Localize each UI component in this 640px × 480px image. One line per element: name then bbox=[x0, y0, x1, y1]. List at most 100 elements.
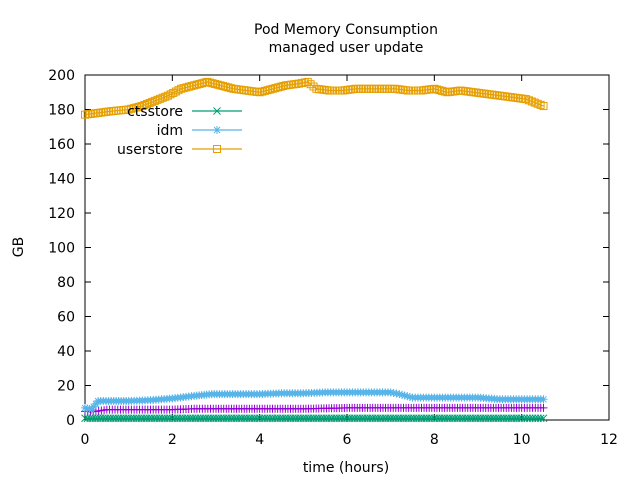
data-point-userstore bbox=[539, 102, 548, 111]
legend-marker-userstore bbox=[213, 145, 221, 153]
data-point-userstore bbox=[161, 92, 170, 101]
data-point-userstore bbox=[271, 84, 280, 93]
data-point-userstore bbox=[530, 98, 539, 107]
data-point-idm bbox=[539, 395, 548, 404]
data-point-ctsstore bbox=[531, 414, 540, 423]
data-point-userstore bbox=[187, 82, 196, 91]
data-point-userstore bbox=[135, 102, 144, 111]
data-point-userstore bbox=[524, 96, 533, 105]
data-point-userstore bbox=[435, 86, 444, 95]
legend: ctsstore idm userstore bbox=[117, 104, 242, 158]
data-point-userstore bbox=[279, 82, 288, 91]
data-point-userstore bbox=[171, 87, 180, 96]
data-point-ctsstore bbox=[539, 414, 548, 423]
data-point-idm bbox=[403, 392, 412, 401]
data-point-idm bbox=[81, 403, 89, 412]
data-point-userstore bbox=[208, 79, 217, 88]
data-point-userstore bbox=[258, 87, 267, 96]
y-tick-label: 60 bbox=[57, 310, 75, 326]
data-point-ctsstore bbox=[517, 414, 526, 423]
x-tick-label: 4 bbox=[255, 432, 264, 448]
data-point-idm bbox=[405, 392, 414, 401]
series-am bbox=[81, 403, 548, 416]
data-point-userstore bbox=[192, 80, 201, 89]
data-point-userstore bbox=[300, 78, 309, 87]
legend-label-userstore: userstore bbox=[117, 142, 183, 158]
x-tick-label: 12 bbox=[600, 432, 618, 448]
y-tick-label: 20 bbox=[57, 379, 75, 395]
data-point-userstore bbox=[527, 97, 536, 106]
y-tick-label: 200 bbox=[48, 68, 75, 84]
x-tick-label: 6 bbox=[343, 432, 352, 448]
data-point-userstore bbox=[179, 84, 188, 93]
data-point-userstore bbox=[132, 103, 141, 112]
data-point-userstore bbox=[156, 94, 165, 103]
data-point-idm bbox=[398, 390, 407, 399]
data-point-userstore bbox=[127, 104, 136, 113]
data-point-userstore bbox=[166, 90, 175, 99]
data-point-userstore bbox=[140, 101, 149, 110]
data-point-userstore bbox=[184, 82, 193, 91]
data-point-userstore bbox=[309, 82, 318, 91]
data-point-am bbox=[539, 403, 548, 412]
data-point-userstore bbox=[522, 95, 531, 104]
y-tick-label: 140 bbox=[48, 172, 75, 188]
y-tick-label: 100 bbox=[48, 241, 75, 257]
data-point-ctsstore bbox=[536, 414, 545, 423]
x-tick-label: 2 bbox=[168, 432, 177, 448]
data-point-userstore bbox=[297, 79, 306, 88]
data-point-ctsstore bbox=[528, 414, 537, 423]
data-point-userstore bbox=[216, 81, 225, 90]
data-point-idm bbox=[83, 404, 92, 413]
legend-label-ctsstore: ctsstore bbox=[127, 104, 183, 120]
data-point-userstore bbox=[218, 82, 227, 91]
data-point-userstore bbox=[306, 80, 315, 89]
data-point-userstore bbox=[294, 79, 303, 88]
data-point-idm bbox=[400, 391, 409, 400]
y-tick-label: 180 bbox=[48, 103, 75, 119]
data-point-userstore bbox=[148, 97, 157, 106]
data-point-userstore bbox=[276, 82, 285, 91]
x-tick-label: 10 bbox=[513, 432, 531, 448]
data-point-userstore bbox=[198, 79, 207, 88]
data-point-userstore bbox=[274, 83, 283, 92]
data-point-userstore bbox=[438, 86, 447, 95]
data-point-userstore bbox=[145, 98, 154, 107]
data-point-userstore bbox=[137, 102, 146, 111]
axis-ticks: 0 20 40 60 80 100 120 140 160 180 200 0 2 4 6 8 10 12 bbox=[48, 68, 618, 448]
data-point-userstore bbox=[260, 86, 269, 95]
data-point-userstore bbox=[163, 91, 172, 100]
data-point-ctsstore bbox=[534, 414, 542, 423]
series-ctsstore bbox=[81, 414, 548, 423]
data-point-userstore bbox=[195, 79, 204, 88]
data-point-userstore bbox=[203, 77, 212, 86]
legend-marker-idm bbox=[213, 126, 221, 134]
data-point-userstore bbox=[158, 93, 167, 102]
data-point-userstore bbox=[226, 84, 235, 93]
data-point-userstore bbox=[221, 82, 230, 91]
data-point-userstore bbox=[440, 87, 449, 96]
y-tick-label: 40 bbox=[57, 344, 75, 360]
y-tick-label: 80 bbox=[57, 275, 75, 291]
data-point-userstore bbox=[266, 85, 275, 94]
data-point-idm bbox=[392, 389, 401, 398]
data-point-userstore bbox=[143, 99, 152, 108]
data-point-userstore bbox=[224, 83, 233, 92]
data-point-userstore bbox=[150, 96, 159, 105]
data-point-userstore bbox=[177, 84, 186, 93]
y-tick-label: 120 bbox=[48, 206, 75, 222]
data-point-userstore bbox=[211, 79, 220, 88]
data-point-userstore bbox=[153, 95, 162, 104]
x-tick-label: 8 bbox=[430, 432, 439, 448]
data-point-userstore bbox=[533, 99, 542, 108]
data-point-userstore bbox=[432, 85, 441, 94]
data-point-ctsstore bbox=[526, 414, 534, 423]
data-point-userstore bbox=[268, 84, 277, 93]
data-point-userstore bbox=[190, 81, 199, 90]
data-point-ctsstore bbox=[520, 414, 529, 423]
data-point-idm bbox=[386, 388, 395, 397]
data-point-userstore bbox=[182, 83, 191, 92]
data-point-idm bbox=[395, 390, 404, 399]
data-point-userstore bbox=[263, 86, 272, 95]
